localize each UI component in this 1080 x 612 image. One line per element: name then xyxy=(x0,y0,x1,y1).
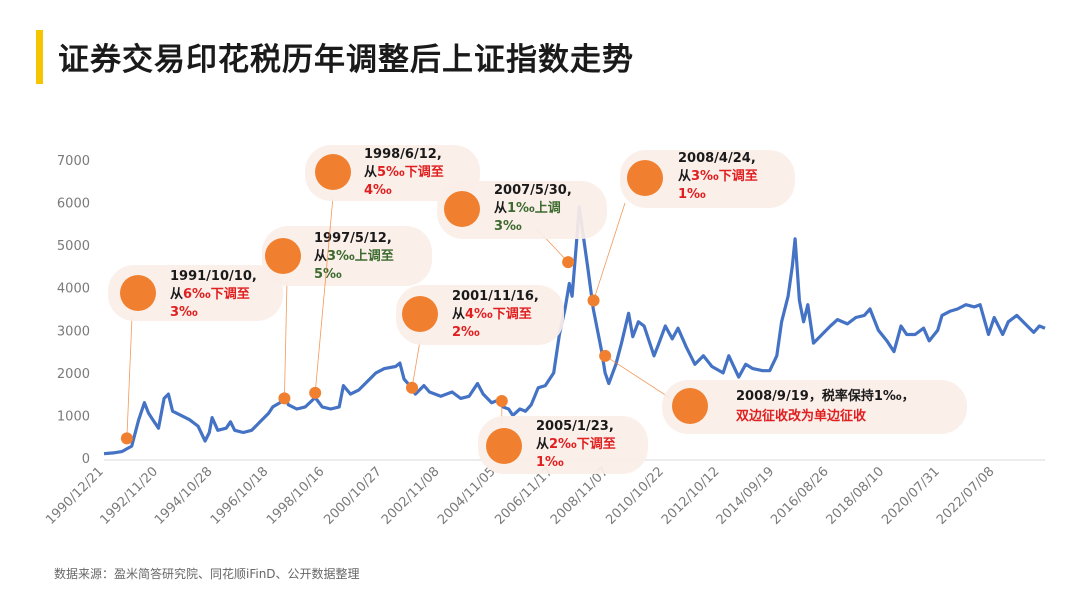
annotation-bubble xyxy=(396,285,564,345)
connector-line xyxy=(126,316,133,439)
annotation-text: 2008/9/19，税率保持1‰， xyxy=(736,388,915,404)
y-tick-label: 4000 xyxy=(57,282,90,297)
connector-line xyxy=(314,196,334,393)
annotation-bubble xyxy=(108,265,283,321)
y-tick-label: 7000 xyxy=(57,154,90,169)
event-marker xyxy=(562,256,575,269)
y-tick-label: 3000 xyxy=(57,324,90,339)
annotation: 2005/1/23, 从2‰下调至 1‰ xyxy=(478,394,648,474)
annotation-date: 2001/11/16, xyxy=(452,289,539,304)
annotation-date: 2007/5/30, xyxy=(494,183,572,198)
annotation-text: 从3‰上调至 xyxy=(314,249,394,264)
annotation-text: 从3‰下调至 xyxy=(678,169,758,184)
event-marker xyxy=(406,381,419,394)
annotation-date: 1997/5/12, xyxy=(314,231,392,246)
annotation-text: 3‰ xyxy=(170,305,198,320)
event-marker xyxy=(278,392,291,405)
annotation-date: 2005/1/23, xyxy=(536,419,614,434)
annotation-text: 从2‰下调至 xyxy=(536,437,616,452)
event-marker xyxy=(599,349,612,362)
annotation: 1997/5/12, 从3‰上调至 5‰ xyxy=(262,226,432,405)
annotation-dot-icon xyxy=(444,191,480,227)
annotation-text: 3‰ xyxy=(494,219,522,234)
event-marker xyxy=(587,294,600,307)
annotation-date: 2008/4/24, xyxy=(678,151,756,166)
event-marker xyxy=(495,394,508,407)
annotation-date: 1991/10/10, xyxy=(170,269,257,284)
annotation-dot-icon xyxy=(265,238,301,274)
x-tick-label: 1996/10/18 xyxy=(208,464,272,528)
annotation-date: 1998/6/12, xyxy=(364,147,442,162)
x-tick-label: 2002/11/08 xyxy=(379,464,443,528)
x-tick-label: 2014/09/19 xyxy=(714,464,778,528)
x-tick-label: 2012/10/12 xyxy=(659,464,723,528)
y-tick-label: 1000 xyxy=(57,409,90,424)
annotation-bubble xyxy=(478,416,648,474)
annotation: 2008/9/19，税率保持1‰， 双边征收改为单边征收 xyxy=(599,349,967,434)
series-line xyxy=(103,205,1046,456)
x-tick-label: 2000/10/27 xyxy=(321,464,385,528)
y-tick-label: 2000 xyxy=(57,367,90,382)
annotation-dot-icon xyxy=(627,160,663,196)
annotation-text: 从4‰下调至 xyxy=(452,307,532,322)
annotation-bubble xyxy=(437,181,607,239)
title-accent-bar xyxy=(36,30,43,84)
annotation-bubble xyxy=(662,380,967,434)
event-marker xyxy=(309,386,322,399)
x-tick-label: 2004/11/05 xyxy=(435,464,499,528)
annotation-text: 双边征收改为单边征收 xyxy=(736,408,867,424)
annotation: 2001/11/16, 从4‰下调至 2‰ xyxy=(396,285,564,394)
x-tick-label: 1994/10/28 xyxy=(152,464,216,528)
y-tick-label: 5000 xyxy=(57,239,90,254)
annotation-dot-icon xyxy=(486,428,522,464)
annotation-text: 5‰ xyxy=(314,267,342,282)
annotation-dot-icon xyxy=(402,296,438,332)
annotation: 2008/4/24, 从3‰下调至 1‰ xyxy=(587,150,795,307)
x-tick-label: 2020/07/31 xyxy=(879,464,943,528)
connector-line xyxy=(593,202,626,301)
connector-line xyxy=(411,340,421,388)
annotation-text: 4‰ xyxy=(364,183,392,198)
connector-line xyxy=(604,355,671,399)
annotation-text: 从6‰下调至 xyxy=(170,287,250,302)
annotation-text: 从1‰上调 xyxy=(494,201,561,216)
x-tick-label: 1992/11/20 xyxy=(97,464,161,528)
annotation-bubble xyxy=(262,226,432,286)
connector-line xyxy=(284,281,288,399)
annotation: 2007/5/30, 从1‰上调 3‰ xyxy=(437,181,607,269)
annotation-text: 1‰ xyxy=(678,187,706,202)
annotation-dot-icon xyxy=(120,275,156,311)
annotation-text: 2‰ xyxy=(452,325,480,340)
y-tick-label: 6000 xyxy=(57,197,90,212)
annotation-bubble xyxy=(305,145,480,201)
y-tick-label: 0 xyxy=(82,452,90,467)
annotation: 1991/10/10, 从6‰下调至 3‰ xyxy=(108,265,283,445)
x-tick-label: 2022/07/08 xyxy=(934,464,998,528)
source-note: 数据来源：盈米简答研究院、同花顺iFinD、公开数据整理 xyxy=(54,567,360,581)
x-tick-label: 2016/08/26 xyxy=(768,464,832,528)
page-title: 证券交易印花税历年调整后上证指数走势 xyxy=(58,42,634,78)
event-marker xyxy=(120,432,133,445)
annotation-text: 从5‰下调至 xyxy=(364,165,444,180)
x-tick-label: 1998/10/16 xyxy=(264,464,328,528)
annotation-dot-icon xyxy=(672,388,708,424)
annotation: 1998/6/12, 从5‰下调至 4‰ xyxy=(305,145,480,399)
annotation-bubble xyxy=(620,150,795,208)
annotation-dot-icon xyxy=(315,154,351,190)
annotation-text: 1‰ xyxy=(536,455,564,470)
x-tick-label: 2018/08/10 xyxy=(824,464,888,528)
